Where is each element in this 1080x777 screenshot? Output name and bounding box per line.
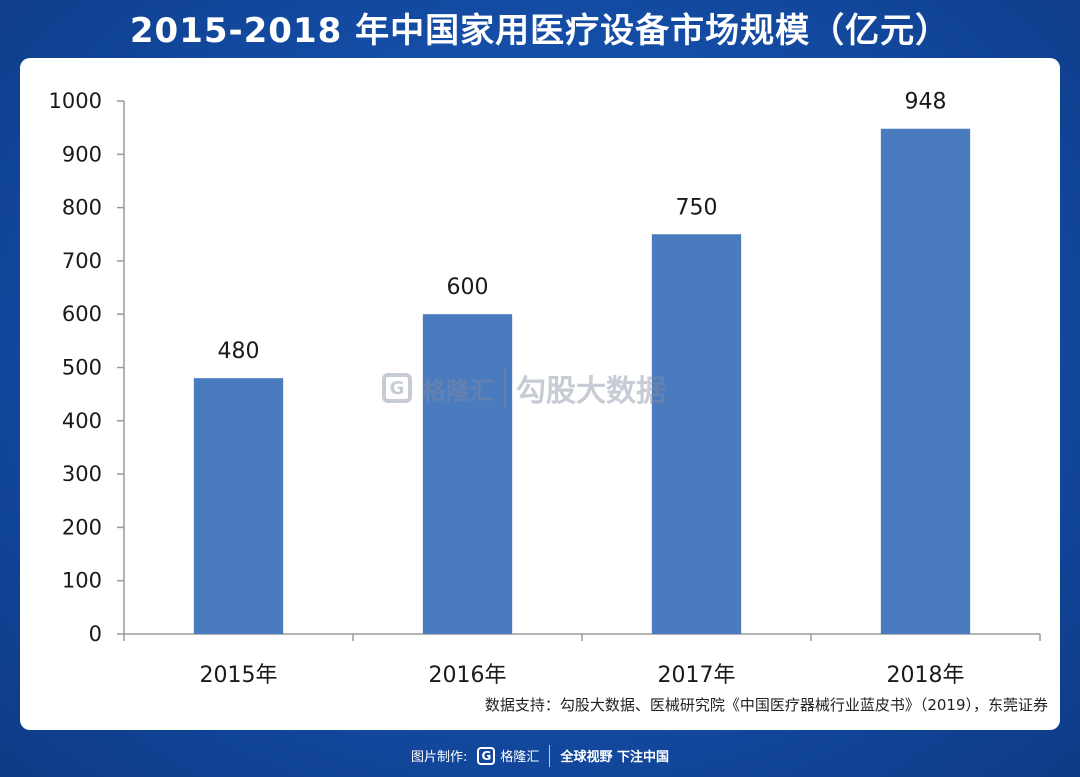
watermark-text: 勾股大数据: [516, 374, 666, 409]
y-tick-label: 1000: [49, 89, 102, 113]
x-tick-label: 2015年: [200, 663, 278, 688]
watermark-divider: [504, 368, 506, 408]
watermark-logo-icon: G: [382, 373, 412, 403]
y-tick-label: 300: [62, 462, 102, 486]
x-tick-label: 2018年: [887, 663, 965, 688]
x-tick-label: 2017年: [658, 663, 736, 688]
bar-chart: 0 100 200 300 400 500 600 700 800 900 1000 480 2015年…: [49, 89, 1041, 688]
source-note: 数据支持：勾股大数据、医械研究院《中国医疗器械行业蓝皮书》（2019），东莞证券: [484, 696, 1048, 714]
bar-value-label: 948: [905, 90, 947, 115]
footer: 图片制作: G 格隆汇 全球视野 下注中国: [0, 734, 1080, 777]
y-tick-label: 600: [62, 302, 102, 326]
footer-brand: 格隆汇: [500, 750, 540, 765]
brand-logo-icon: G: [477, 746, 496, 765]
y-tick-label: 500: [62, 356, 102, 380]
x-tick-label: 2016年: [429, 663, 507, 688]
bar: [422, 314, 513, 634]
y-tick-label: 700: [62, 249, 102, 273]
footer-made-by-label: 图片制作:: [411, 750, 468, 765]
bar: [880, 128, 971, 634]
footer-slogan: 全球视野 下注中国: [560, 750, 669, 765]
chart-panel: 0 100 200 300 400 500 600 700 800 900 1000 480 2015年…: [20, 58, 1060, 730]
y-tick-label: 800: [62, 196, 102, 220]
y-tick-label: 200: [62, 515, 102, 539]
bar-value-label: 480: [218, 339, 260, 364]
y-tick-label: 100: [62, 569, 102, 593]
bar-value-label: 600: [447, 275, 489, 300]
y-tick-label: 400: [62, 409, 102, 433]
bar: [651, 234, 742, 634]
watermark-brand: 格隆汇: [422, 376, 494, 405]
bar: [193, 378, 284, 634]
y-tick-label: 0: [89, 622, 102, 646]
chart-title: 2015-2018 年中国家用医疗设备市场规模（亿元）: [129, 11, 951, 51]
y-tick-label: 900: [62, 142, 102, 166]
footer-logo: G 格隆汇: [477, 746, 539, 765]
watermark: G 格隆汇 勾股大数据: [382, 366, 666, 410]
bar-value-label: 750: [676, 195, 718, 220]
footer-divider: [549, 744, 551, 767]
